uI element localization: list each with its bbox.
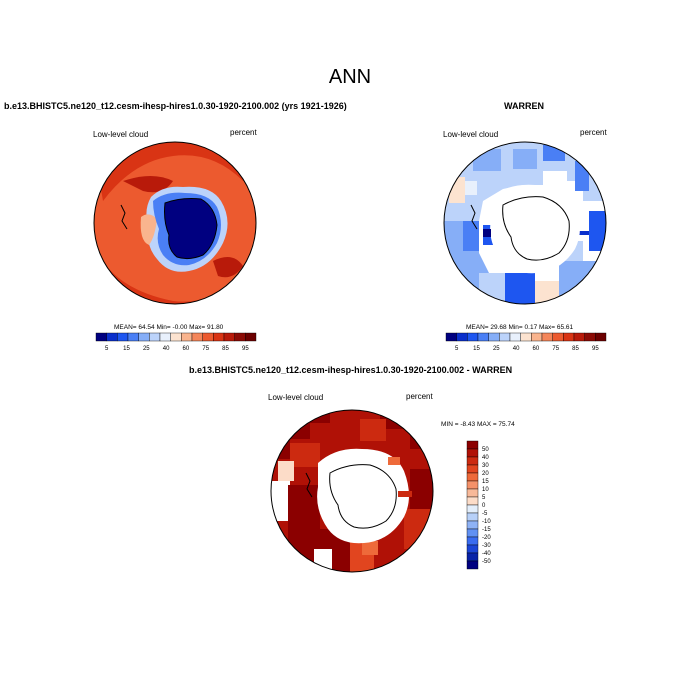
panel-diff-colorbar-label: 30 (482, 463, 489, 469)
panel-obs-colorbar-label: 60 (533, 346, 540, 352)
panel-diff-colorbar-label: -50 (482, 559, 491, 565)
panel-case-colorbar-box (95, 332, 107, 342)
panel-diff-colorbar-box (466, 448, 479, 458)
panel-obs-colorbar-box (552, 332, 564, 342)
panel-case-colorbar-box (106, 332, 118, 342)
panel-obs-map (443, 141, 607, 305)
panel-case-colorbar-box (202, 332, 214, 342)
panel-case-colorbar-box (170, 332, 182, 342)
panel-diff-colorbar-box (466, 536, 479, 546)
panel-diff-colorbar-box (466, 480, 479, 490)
panel-diff-colorbar-label: 15 (482, 479, 489, 485)
panel-obs-colorbar-box (456, 332, 468, 342)
panel-diff-colorbar-box (466, 560, 479, 570)
panel-case-colorbar-label: 60 (183, 346, 190, 352)
panel-diff-colorbar-label: -40 (482, 551, 491, 557)
panel-obs-colorbar-box (563, 332, 575, 342)
panel-obs-colorbar-box (509, 332, 521, 342)
panel-obs-colorbar-box (573, 332, 585, 342)
panel-diff-colorbar-box (466, 440, 479, 450)
panel-obs-colorbar-label: 40 (513, 346, 520, 352)
panel-diff-colorbar-label: -15 (482, 527, 491, 533)
panel-obs-colorbar-box (520, 332, 532, 342)
panel-case-colorbar-box (127, 332, 139, 342)
panel-diff-units-label: percent (406, 392, 433, 401)
panel-diff-colorbar-label: -30 (482, 543, 491, 549)
panel-diff-colorbar-box (466, 520, 479, 530)
panel-case-colorbar-label: 40 (163, 346, 170, 352)
panel-obs-colorbar-box (445, 332, 457, 342)
panel-obs-colorbar: 5 15 25 40 60 75 85 95 (445, 332, 607, 352)
panel-obs-title: WARREN (504, 101, 544, 111)
panel-case-map (93, 141, 257, 305)
panel-obs-colorbar-box (595, 332, 607, 342)
panel-diff-variable-label: Low-level cloud (268, 393, 324, 402)
panel-obs-colorbar-label: 25 (493, 346, 500, 352)
panel-diff-colorbar-box (466, 544, 479, 554)
panel-case-stats: MEAN= 64.54 Min= -0.00 Max= 91.80 (114, 324, 224, 331)
panel-obs-stats: MEAN= 29.68 Min= 0.17 Max= 65.61 (466, 324, 574, 331)
panel-obs-colorbar-label: 75 (552, 346, 559, 352)
panel-diff-colorbar-label: 20 (482, 471, 489, 477)
panel-diff-colorbar-box (466, 464, 479, 474)
panel-case-colorbar-box (117, 332, 129, 342)
panel-obs-colorbar-label: 15 (473, 346, 480, 352)
panel-obs-colorbar-box (584, 332, 596, 342)
panel-case-colorbar-box (149, 332, 161, 342)
panel-diff-colorbar-box (466, 528, 479, 538)
panel-diff-colorbar-label: -20 (482, 535, 491, 541)
panel-diff-colorbar-box (466, 456, 479, 466)
panel-obs-colorbar-box (541, 332, 553, 342)
panel-obs-colorbar-label: 5 (455, 346, 459, 352)
page-title: ANN (328, 66, 372, 88)
panel-obs-colorbar-box (531, 332, 543, 342)
panel-diff-title: b.e13.BHISTC5.ne120_t12.cesm-ihesp-hires… (189, 365, 513, 375)
panel-case-colorbar-box (213, 332, 225, 342)
panel-case-colorbar-label: 75 (202, 346, 209, 352)
panel-case-colorbar-box (138, 332, 150, 342)
panel-obs-colorbar-box (488, 332, 500, 342)
panel-case-colorbar-box (234, 332, 246, 342)
panel-case-variable-label: Low-level cloud (93, 130, 149, 139)
panel-case-colorbar-label: 5 (105, 346, 109, 352)
panel-diff-colorbar-box (466, 488, 479, 498)
panel-diff-colorbar-label: 10 (482, 487, 489, 493)
panel-diff-stats: MIN = -8.43 MAX = 75.74 (441, 421, 515, 428)
panel-case-title: b.e13.BHISTC5.ne120_t12.cesm-ihesp-hires… (4, 101, 347, 111)
panel-obs-colorbar-label: 95 (592, 346, 599, 352)
panel-case-colorbar-box (181, 332, 193, 342)
panel-diff-colorbar-box (466, 496, 479, 506)
panel-case-colorbar-box (159, 332, 171, 342)
panel-diff-colorbar-box (466, 552, 479, 562)
panel-diff-colorbar-label: -5 (482, 511, 488, 517)
panel-diff-colorbar-label: 0 (482, 503, 486, 509)
panel-obs-variable-label: Low-level cloud (443, 130, 499, 139)
panel-case-colorbar-box (191, 332, 203, 342)
panel-diff-colorbar-label: 50 (482, 447, 489, 453)
panel-diff-colorbar-label: 40 (482, 455, 489, 461)
panel-case-colorbar-label: 95 (242, 346, 249, 352)
panel-diff-colorbar-box (466, 504, 479, 514)
panel-case-colorbar: 5 15 25 40 60 75 85 95 (95, 332, 257, 352)
panel-case-colorbar-label: 85 (222, 346, 229, 352)
panel-case-colorbar-label: 25 (143, 346, 150, 352)
panel-obs-colorbar-label: 85 (572, 346, 579, 352)
panel-diff-colorbar-label: -10 (482, 519, 491, 525)
panel-obs-colorbar-box (467, 332, 479, 342)
panel-obs-units-label: percent (580, 128, 607, 137)
panel-diff-colorbar-label: 5 (482, 495, 486, 501)
panel-case-colorbar-box (245, 332, 257, 342)
panel-obs-colorbar-box (499, 332, 511, 342)
panel-diff-colorbar-box (466, 472, 479, 482)
panel-case-units-label: percent (230, 128, 257, 137)
panel-diff-map (270, 409, 434, 573)
panel-obs-colorbar-box (477, 332, 489, 342)
panel-case-colorbar-box (223, 332, 235, 342)
panel-case-colorbar-label: 15 (123, 346, 130, 352)
panel-diff-colorbar-box (466, 512, 479, 522)
